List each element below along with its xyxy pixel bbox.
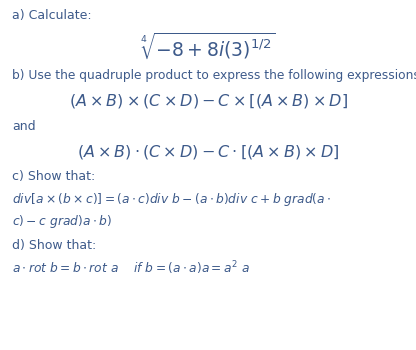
- Text: $\sqrt[4]{-8+8i(3)^{1/2}}$: $\sqrt[4]{-8+8i(3)^{1/2}}$: [140, 30, 276, 61]
- Text: b) Use the quadruple product to express the following expressions:: b) Use the quadruple product to express …: [12, 69, 416, 82]
- Text: a) Calculate:: a) Calculate:: [12, 9, 92, 22]
- Text: $a \cdot rot\ b = b \cdot rot\ a \quad$ if $b = (a \cdot a)a = a^{2}\ a$: $a \cdot rot\ b = b \cdot rot\ a \quad$ …: [12, 259, 250, 276]
- Text: d) Show that:: d) Show that:: [12, 238, 97, 252]
- Text: $(A \times B) \cdot (C \times D) - C \cdot [(A \times B) \times D]$: $(A \times B) \cdot (C \times D) - C \cd…: [77, 143, 339, 161]
- Text: $c) - c\ grad)a \cdot b)$: $c) - c\ grad)a \cdot b)$: [12, 213, 112, 230]
- Text: and: and: [12, 119, 36, 133]
- Text: $(A \times B) \times (C \times D) - C \times [(A \times B) \times D]$: $(A \times B) \times (C \times D) - C \t…: [69, 92, 347, 111]
- Text: $div[a \times (b \times c)] = (a \cdot c)div\ b - (a \cdot b)div\ c + b\ grad(a : $div[a \times (b \times c)] = (a \cdot c…: [12, 191, 332, 208]
- Text: c) Show that:: c) Show that:: [12, 170, 96, 183]
